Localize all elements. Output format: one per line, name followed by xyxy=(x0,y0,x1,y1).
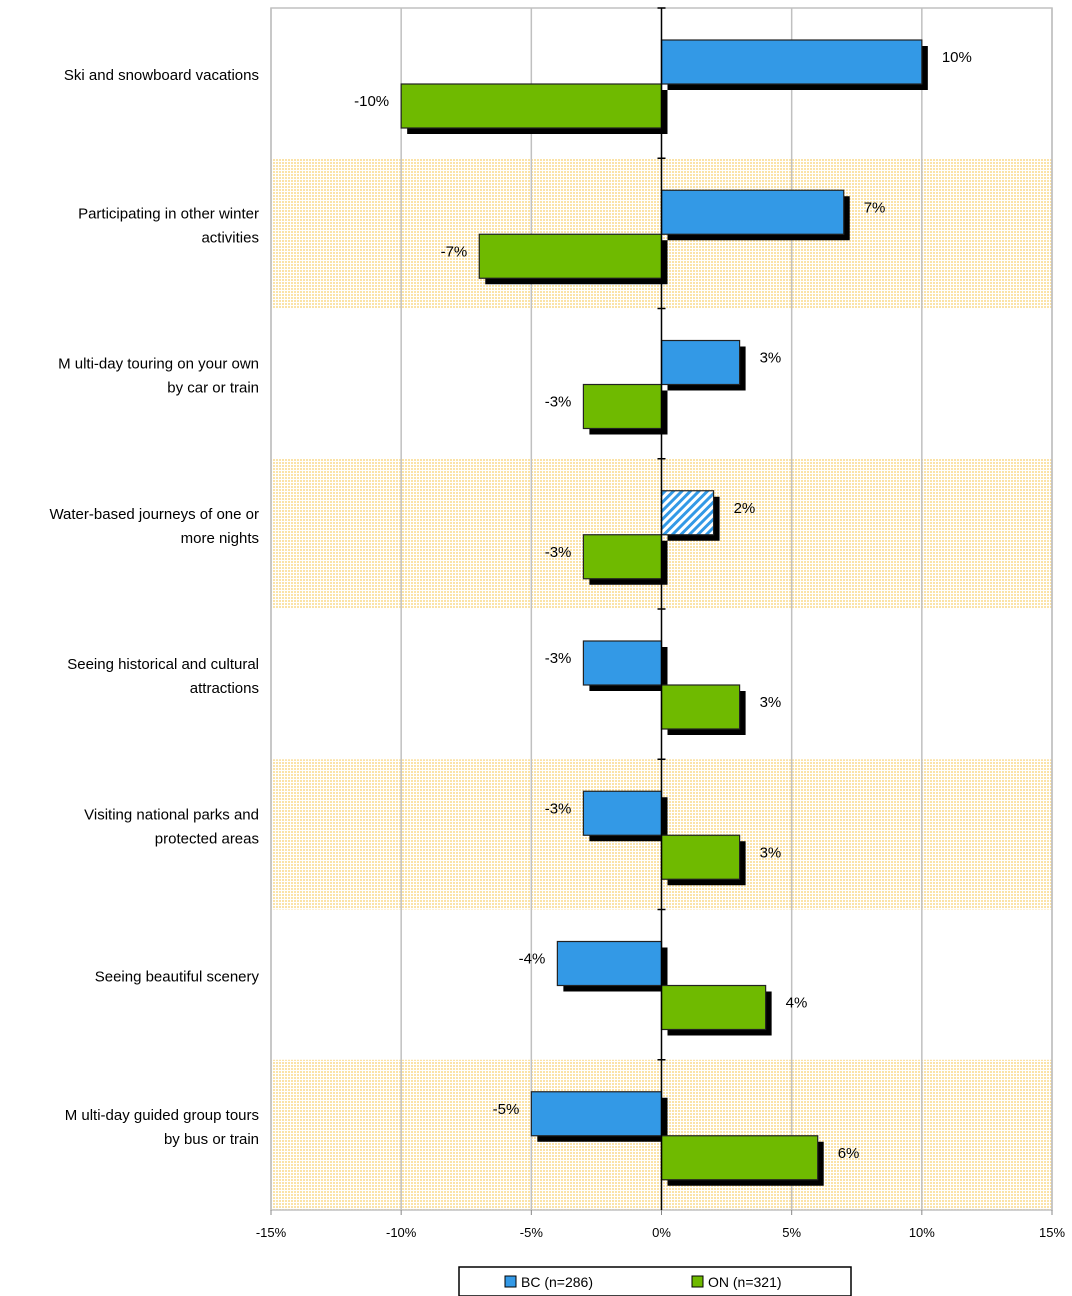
category-label: Water-based journeys of one or xyxy=(49,506,259,523)
data-label: -3% xyxy=(545,650,572,667)
category-label: Seeing historical and cultural xyxy=(67,656,259,673)
data-label: -3% xyxy=(545,394,572,411)
x-tick-label: -5% xyxy=(520,1225,544,1240)
data-label: 3% xyxy=(760,844,782,861)
category-label: more nights xyxy=(181,530,259,547)
legend-swatch-on xyxy=(691,1275,704,1288)
category-label: activities xyxy=(201,229,259,246)
category-label: protected areas xyxy=(155,830,259,847)
data-label: 3% xyxy=(760,350,782,367)
data-label: -10% xyxy=(354,93,389,110)
category-label: M ulti-day guided group tours xyxy=(65,1107,259,1124)
category-label: Seeing beautiful scenery xyxy=(95,969,260,986)
data-label: 6% xyxy=(838,1145,860,1162)
data-label: 10% xyxy=(942,49,972,66)
bar-bc xyxy=(582,790,663,836)
bar-on xyxy=(478,233,663,279)
bar-bc xyxy=(582,640,663,686)
legend-box xyxy=(458,1266,852,1296)
bar-bc xyxy=(556,940,663,987)
bar-on xyxy=(582,383,663,430)
data-label: -3% xyxy=(545,800,572,817)
bar-bc xyxy=(660,490,715,536)
category-label: Participating in other winter xyxy=(78,205,259,222)
bar-on xyxy=(660,984,767,1031)
bar-bc xyxy=(530,1091,663,1137)
x-tick-label: -15% xyxy=(256,1225,287,1240)
x-tick-label: 5% xyxy=(782,1225,801,1240)
legend-label: ON (n=321) xyxy=(708,1274,782,1290)
x-tick-label: 15% xyxy=(1039,1225,1065,1240)
bar-on xyxy=(582,534,663,580)
data-label: 3% xyxy=(760,694,782,711)
bar-bc xyxy=(660,189,845,235)
x-tick-label: 0% xyxy=(652,1225,671,1240)
x-tick-label: 10% xyxy=(909,1225,935,1240)
data-label: 4% xyxy=(786,995,808,1012)
bar-bc xyxy=(660,339,741,386)
category-label: M ulti-day touring on your own xyxy=(58,356,259,373)
bar-on xyxy=(660,684,741,730)
data-label: -4% xyxy=(519,951,546,968)
legend-label: BC (n=286) xyxy=(521,1274,593,1290)
x-tick-label: -10% xyxy=(386,1225,417,1240)
category-label: attractions xyxy=(190,680,259,697)
category-label: by bus or train xyxy=(164,1131,259,1148)
data-label: -3% xyxy=(545,544,572,561)
data-label: 2% xyxy=(734,500,756,517)
data-label: -7% xyxy=(441,243,468,260)
bar-on xyxy=(660,1135,819,1181)
data-label: 7% xyxy=(864,199,886,216)
category-label: by car or train xyxy=(167,380,259,397)
bar-on xyxy=(660,834,741,880)
bar-bc xyxy=(660,39,923,85)
data-label: -5% xyxy=(493,1101,520,1118)
legend-swatch-bc xyxy=(504,1275,517,1288)
category-label: Visiting national parks and xyxy=(84,806,259,823)
category-label: Ski and snowboard vacations xyxy=(64,67,259,84)
bar-on xyxy=(400,83,663,129)
